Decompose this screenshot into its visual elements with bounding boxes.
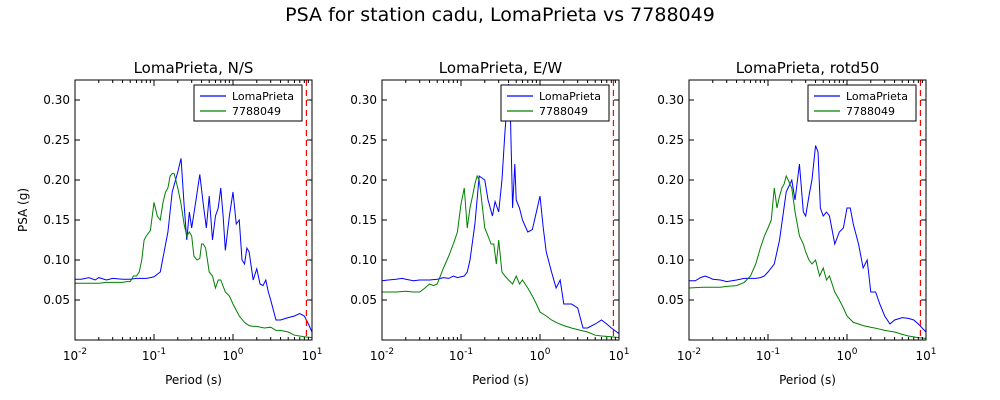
y-tick-label: 0.20	[350, 173, 377, 187]
y-tick-label: 0.30	[657, 93, 684, 107]
figure-title: PSA for station cadu, LomaPrieta vs 7788…	[285, 4, 715, 26]
y-tick-label: 0.30	[43, 93, 70, 107]
y-tick-label: 0.20	[657, 173, 684, 187]
x-axis-label: Period (s)	[472, 373, 529, 387]
x-tick-label: 101	[915, 347, 936, 363]
y-tick-label: 0.25	[350, 133, 377, 147]
y-tick-label: 0.25	[43, 133, 70, 147]
y-tick-label: 0.10	[350, 253, 377, 267]
y-tick-label: 0.20	[43, 173, 70, 187]
axes-frame	[688, 79, 927, 341]
x-tick-label: 100	[836, 347, 857, 363]
legend: LomaPrieta 7788049	[193, 84, 303, 122]
legend-box	[500, 84, 610, 122]
x-tick-label: 10-2	[370, 347, 394, 363]
x-tick-label: 10-2	[677, 347, 701, 363]
y-axis-label: PSA (g)	[16, 188, 30, 232]
y-tick-label: 0.15	[350, 213, 377, 227]
legend: LomaPrieta 7788049	[807, 84, 917, 122]
x-tick-label: 10-1	[142, 347, 166, 363]
x-tick-label: 10-2	[63, 347, 87, 363]
x-tick-label: 100	[222, 347, 243, 363]
legend: LomaPrieta 7788049	[500, 84, 610, 122]
chart-panel-2: 0.05 0.10 0.15 0.20 0.25 0.30 10-2 10-1 100 101 Lo…	[350, 59, 629, 387]
legend-box	[807, 84, 917, 122]
axes-frame	[381, 79, 620, 341]
y-tick-label: 0.15	[43, 213, 70, 227]
series-line-2	[75, 173, 312, 339]
x-tick-label: 100	[529, 347, 550, 363]
y-tick-label: 0.30	[350, 93, 377, 107]
chart-panel-3: 0.05 0.10 0.15 0.20 0.25 0.30 10-2 10-1 100 101 Lo…	[657, 59, 936, 387]
x-tick-label: 10-1	[449, 347, 473, 363]
y-tick-label: 0.25	[657, 133, 684, 147]
subplot-title: LomaPrieta, N/S	[134, 59, 254, 77]
subplot-title: LomaPrieta, rotd50	[736, 59, 880, 77]
legend-label: LomaPrieta	[232, 90, 294, 103]
axes-frame	[74, 79, 313, 341]
series-line-2	[382, 174, 619, 339]
legend-label: LomaPrieta	[539, 90, 601, 103]
x-tick-label: 101	[608, 347, 629, 363]
y-tick-label: 0.05	[43, 293, 70, 307]
y-tick-label: 0.15	[657, 213, 684, 227]
y-tick-label: 0.10	[43, 253, 70, 267]
legend-label: LomaPrieta	[846, 90, 908, 103]
y-tick-label: 0.05	[657, 293, 684, 307]
y-tick-label: 0.10	[657, 253, 684, 267]
series-line-2	[689, 174, 926, 339]
x-axis-label: Period (s)	[779, 373, 836, 387]
legend-label: 7788049	[539, 105, 588, 118]
y-tick-label: 0.05	[350, 293, 377, 307]
x-axis-label: Period (s)	[165, 373, 222, 387]
legend-label: 7788049	[232, 105, 281, 118]
series-line-1	[689, 145, 926, 333]
legend-label: 7788049	[846, 105, 895, 118]
series-line-1	[75, 158, 312, 333]
chart-panel-1: 0.05 0.10 0.15 0.20 0.25 0.30 10-2 10-1 100 101 Lo…	[16, 59, 323, 387]
legend-box	[193, 84, 303, 122]
x-tick-label: 10-1	[756, 347, 780, 363]
subplot-title: LomaPrieta, E/W	[439, 59, 563, 77]
x-tick-label: 101	[301, 347, 322, 363]
